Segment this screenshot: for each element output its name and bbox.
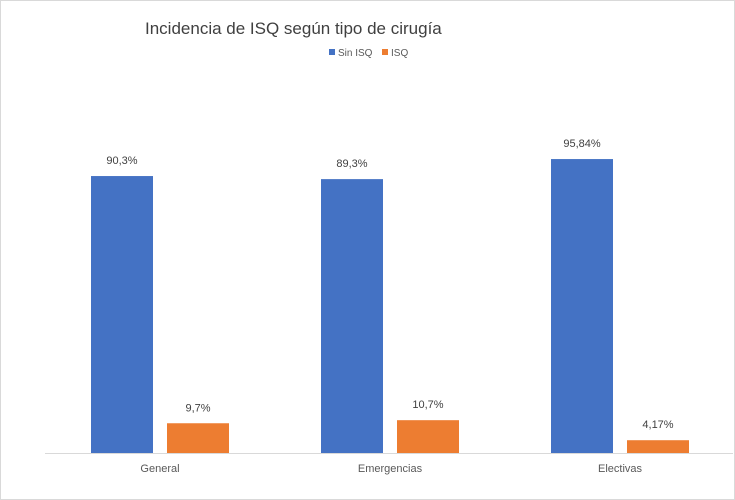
bar-isq-emergencias [397, 420, 459, 453]
legend: Sin ISQ ISQ [329, 48, 408, 59]
bar-sin-isq-emergencias [321, 179, 383, 454]
x-tick-label: General [140, 463, 179, 475]
x-tick-label: Electivas [598, 463, 643, 475]
data-label: 95,84% [563, 138, 601, 150]
bar-sin-isq-electivas [551, 159, 613, 453]
data-label: 89,3% [336, 158, 367, 170]
legend-label: ISQ [391, 48, 408, 59]
bars: 90,3% 9,7% 89,3% 10,7% 95,84% 4,17% [91, 138, 689, 454]
data-label: 4,17% [642, 419, 673, 431]
legend-label: Sin ISQ [338, 48, 373, 59]
legend-swatch [329, 49, 335, 55]
bar-isq-general [167, 423, 229, 453]
data-label: 90,3% [106, 155, 137, 167]
chart-title: Incidencia de ISQ según tipo de cirugía [145, 19, 442, 38]
data-label: 10,7% [412, 399, 443, 411]
x-tick-label: Emergencias [358, 463, 423, 475]
data-label: 9,7% [185, 402, 210, 414]
bar-sin-isq-general [91, 176, 153, 453]
bar-isq-electivas [627, 440, 689, 453]
legend-swatch [382, 49, 388, 55]
x-tick-labels: General Emergencias Electivas [140, 463, 642, 475]
